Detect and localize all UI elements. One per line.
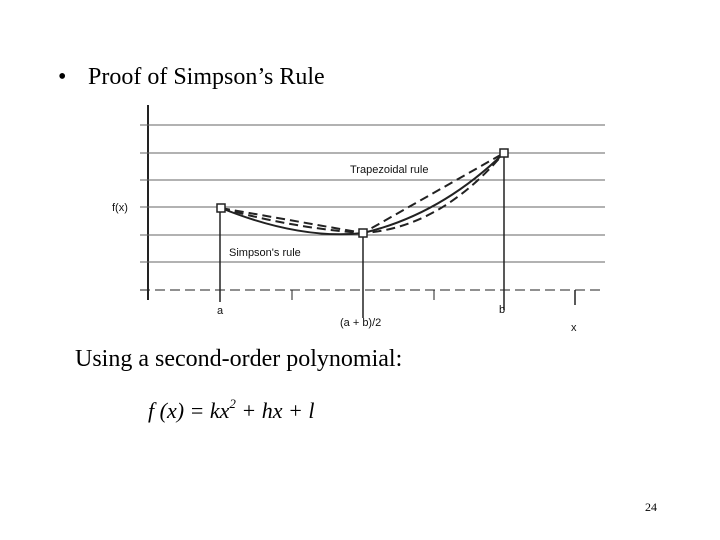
slide-title: Proof of Simpson’s Rule [88, 64, 325, 90]
point [499, 148, 509, 158]
x-label-b: b [499, 304, 505, 316]
grid [140, 124, 605, 263]
body-text: Using a second-order polynomial: [75, 346, 402, 372]
figure [140, 105, 605, 318]
y-label: f(x) [112, 202, 128, 214]
formula-rhs: + hx + l [236, 398, 315, 423]
formula-exponent: 2 [229, 396, 236, 411]
page-number: 24 [645, 500, 657, 514]
x-axis-label: x [571, 322, 577, 334]
formula: f (x) = kx2 + hx + l [148, 396, 314, 423]
simpson-label: Simpson's rule [229, 247, 301, 259]
point [216, 203, 226, 213]
x-label-a: a [217, 305, 224, 317]
x-label-mid: (a + b)/2 [340, 317, 381, 329]
bullet: • [58, 64, 66, 90]
point [358, 228, 368, 238]
trapezoid-label: Trapezoidal rule [350, 164, 428, 176]
formula-lhs: f (x) = kx [148, 398, 230, 423]
